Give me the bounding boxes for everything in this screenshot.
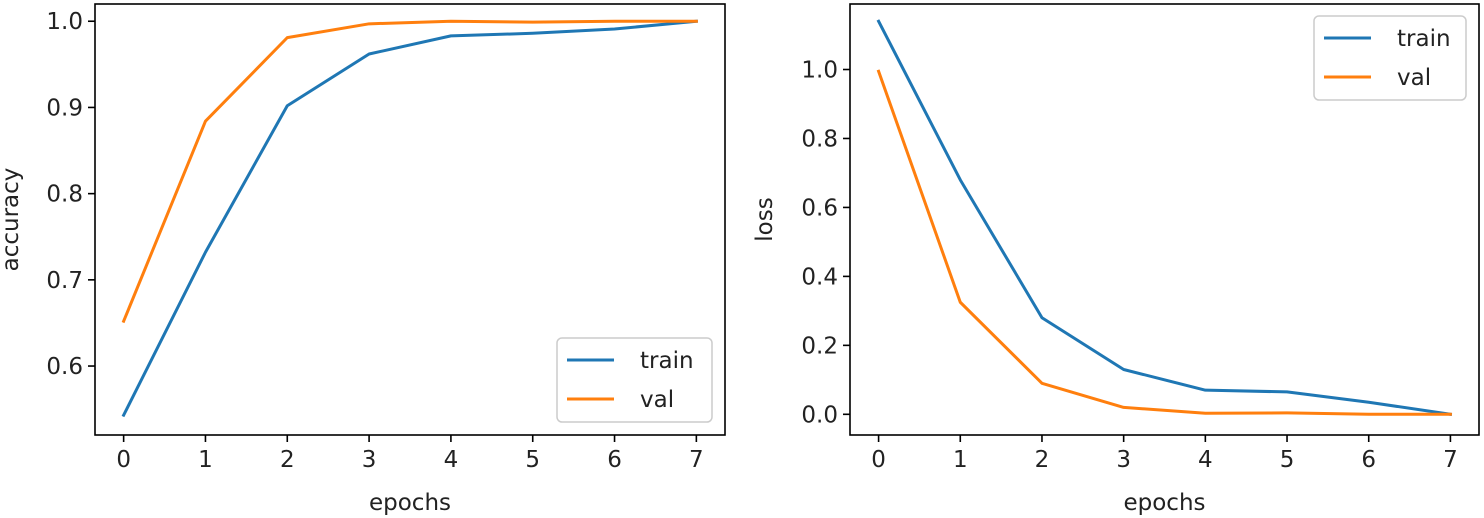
- x-tick-label: 3: [1116, 447, 1131, 473]
- y-tick-label: 0.6: [46, 354, 83, 380]
- series-line-train: [121, 19, 698, 418]
- x-tick-label: 3: [362, 447, 377, 473]
- x-tick-label: 5: [525, 447, 540, 473]
- series-line-val: [876, 69, 1452, 416]
- x-tick-label: 6: [1361, 447, 1376, 473]
- y-tick-label: 0.6: [801, 195, 838, 221]
- x-axis-label: epochs: [1123, 490, 1205, 516]
- legend: train val: [556, 337, 713, 423]
- y-tick-label: 0.8: [46, 182, 83, 208]
- y-tick-label: 0.7: [46, 268, 83, 294]
- legend-label-train: train: [1397, 26, 1451, 52]
- x-tick-label: 0: [871, 447, 886, 473]
- x-tick-label: 4: [444, 447, 459, 473]
- legend: train val: [1313, 15, 1467, 101]
- y-tick-label: 0.9: [46, 95, 83, 121]
- x-tick-label: 1: [953, 447, 968, 473]
- chart-panel-accuracy: 0 1 2 3 4 5 6 7 0.6 0.7 0.8 0.9 1.0 epochs accuracy tra…: [0, 3, 726, 516]
- y-axis-label: accuracy: [0, 168, 24, 272]
- legend-label-val: val: [640, 387, 674, 413]
- series-line-train: [876, 19, 1453, 417]
- x-tick-label: 0: [116, 447, 131, 473]
- y-tick-label: 1.0: [46, 9, 83, 35]
- x-axis-label: epochs: [369, 490, 451, 516]
- x-tick-label: 7: [689, 447, 704, 473]
- plot-frame: [94, 3, 726, 436]
- y-tick-label: 1.0: [801, 58, 838, 84]
- x-tick-label: 4: [1198, 447, 1213, 473]
- y-tick-label: 0.4: [801, 264, 838, 290]
- y-tick-label: 0.0: [801, 402, 838, 428]
- x-tick-label: 6: [607, 447, 622, 473]
- x-tick-label: 2: [280, 447, 295, 473]
- chart-panel-loss: 0 1 2 3 4 5 6 7 0.0 0.2 0.4 0.6 0.8 1.0 epochs loss trai…: [752, 3, 1480, 516]
- x-tick-label: 5: [1280, 447, 1295, 473]
- x-tick-label: 2: [1035, 447, 1050, 473]
- series-line-val: [121, 19, 698, 324]
- y-tick-label: 0.8: [801, 126, 838, 152]
- legend-label-val: val: [1397, 65, 1431, 91]
- x-tick-label: 1: [198, 447, 213, 473]
- y-tick-label: 0.2: [801, 333, 838, 359]
- legend-label-train: train: [640, 348, 694, 374]
- plot-frame: [849, 3, 1480, 436]
- x-tick-label: 7: [1443, 447, 1458, 473]
- y-axis-label: loss: [752, 197, 778, 241]
